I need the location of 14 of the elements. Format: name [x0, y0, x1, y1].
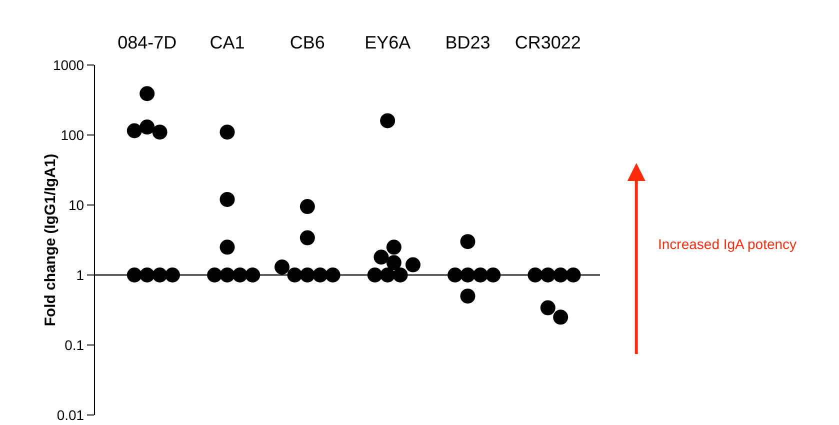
y-tick-label: 1000 [52, 56, 84, 73]
y-tick-label: 10 [68, 196, 84, 213]
x-tick-label: 084-7D [118, 32, 177, 52]
y-tick-label: 1 [76, 266, 84, 283]
x-tick-label: CA1 [210, 32, 245, 52]
x-tick-label: EY6A [364, 32, 411, 52]
y-axis-title: Fold change (IgG1/IgA1) [42, 154, 59, 326]
y-tick-label: 100 [60, 126, 84, 143]
text: Increased IgA potency [658, 236, 797, 252]
x-tick-label: CR3022 [514, 32, 581, 52]
x-tick-label: CB6 [290, 32, 325, 52]
y-tick-label: 0.01 [56, 406, 84, 423]
y-tick-label: 0.1 [64, 336, 84, 353]
x-tick-label: BD23 [445, 32, 490, 52]
